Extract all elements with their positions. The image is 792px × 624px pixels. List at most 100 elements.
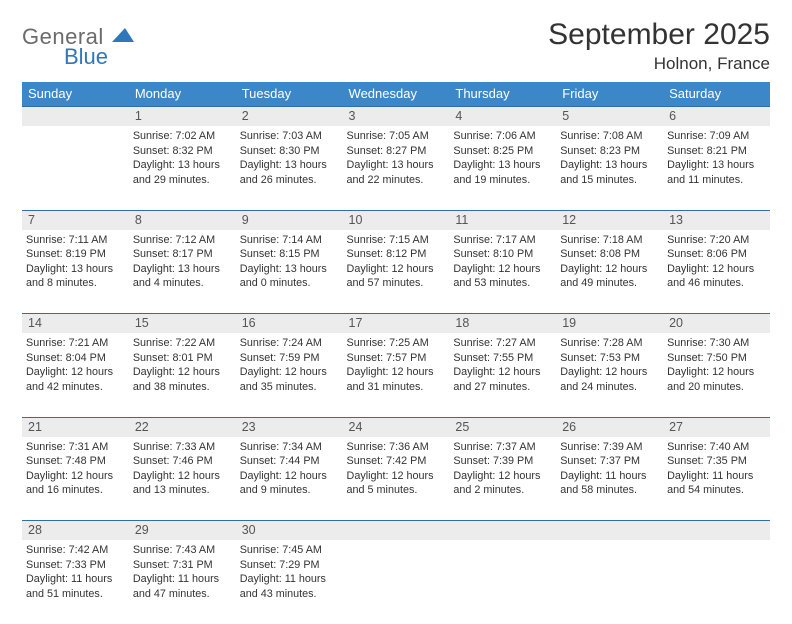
day-cell: Sunrise: 7:11 AMSunset: 8:19 PMDaylight:… [22,230,129,314]
day-line: Sunrise: 7:05 AM [347,129,446,144]
logo: General Blue [22,24,134,70]
day-number [449,521,556,541]
day-line: Sunrise: 7:37 AM [453,440,552,455]
day-line: Daylight: 12 hours [347,469,446,484]
day-line: Sunset: 8:12 PM [347,247,446,262]
day-line: and 20 minutes. [667,380,766,395]
daynum-row: 21222324252627 [22,417,770,437]
day-cell: Sunrise: 7:31 AMSunset: 7:48 PMDaylight:… [22,437,129,521]
day-line: Sunset: 7:29 PM [240,558,339,573]
day-cell: Sunrise: 7:05 AMSunset: 8:27 PMDaylight:… [343,126,450,210]
day-line: Sunset: 8:27 PM [347,144,446,159]
day-details: Sunrise: 7:42 AMSunset: 7:33 PMDaylight:… [26,543,125,601]
day-line: Daylight: 12 hours [667,365,766,380]
calendar-table: Sunday Monday Tuesday Wednesday Thursday… [22,82,770,624]
day-cell: Sunrise: 7:27 AMSunset: 7:55 PMDaylight:… [449,333,556,417]
day-line: Sunrise: 7:06 AM [453,129,552,144]
day-number: 22 [129,417,236,437]
day-line: Sunset: 7:55 PM [453,351,552,366]
day-cell [22,126,129,210]
day-cell: Sunrise: 7:08 AMSunset: 8:23 PMDaylight:… [556,126,663,210]
day-line: Sunset: 7:44 PM [240,454,339,469]
day-details: Sunrise: 7:25 AMSunset: 7:57 PMDaylight:… [347,336,446,394]
day-line: Sunset: 7:57 PM [347,351,446,366]
day-number: 29 [129,521,236,541]
day-line: and 19 minutes. [453,173,552,188]
week-row: Sunrise: 7:21 AMSunset: 8:04 PMDaylight:… [22,333,770,417]
day-line: Daylight: 12 hours [347,365,446,380]
day-line: Sunrise: 7:25 AM [347,336,446,351]
day-line: and 16 minutes. [26,483,125,498]
day-line: and 35 minutes. [240,380,339,395]
day-line: Sunset: 8:01 PM [133,351,232,366]
day-line: Daylight: 13 hours [133,158,232,173]
day-cell [343,540,450,624]
day-number: 20 [663,314,770,334]
day-line: Sunrise: 7:39 AM [560,440,659,455]
day-line: Sunset: 8:06 PM [667,247,766,262]
day-line: Sunset: 8:21 PM [667,144,766,159]
day-line: Daylight: 12 hours [453,469,552,484]
day-line: Sunset: 8:32 PM [133,144,232,159]
day-line: Daylight: 12 hours [347,262,446,277]
day-line: Sunrise: 7:11 AM [26,233,125,248]
day-line: Sunset: 8:25 PM [453,144,552,159]
day-line: Daylight: 13 hours [240,262,339,277]
day-line: Sunrise: 7:36 AM [347,440,446,455]
day-cell: Sunrise: 7:02 AMSunset: 8:32 PMDaylight:… [129,126,236,210]
day-details: Sunrise: 7:21 AMSunset: 8:04 PMDaylight:… [26,336,125,394]
day-details: Sunrise: 7:06 AMSunset: 8:25 PMDaylight:… [453,129,552,187]
day-cell: Sunrise: 7:33 AMSunset: 7:46 PMDaylight:… [129,437,236,521]
day-number: 15 [129,314,236,334]
day-line: Daylight: 12 hours [240,365,339,380]
day-details: Sunrise: 7:05 AMSunset: 8:27 PMDaylight:… [347,129,446,187]
col-thursday: Thursday [449,82,556,107]
day-line: Sunrise: 7:33 AM [133,440,232,455]
day-line: and 4 minutes. [133,276,232,291]
day-number: 21 [22,417,129,437]
day-cell: Sunrise: 7:37 AMSunset: 7:39 PMDaylight:… [449,437,556,521]
day-cell: Sunrise: 7:45 AMSunset: 7:29 PMDaylight:… [236,540,343,624]
month-title: September 2025 [548,18,770,52]
col-monday: Monday [129,82,236,107]
day-line: and 24 minutes. [560,380,659,395]
day-line: Sunset: 8:15 PM [240,247,339,262]
day-line: and 29 minutes. [133,173,232,188]
day-line: Daylight: 11 hours [667,469,766,484]
day-line: Sunrise: 7:03 AM [240,129,339,144]
day-number: 6 [663,107,770,127]
day-line: and 9 minutes. [240,483,339,498]
day-number: 4 [449,107,556,127]
day-line: Sunrise: 7:15 AM [347,233,446,248]
day-details: Sunrise: 7:28 AMSunset: 7:53 PMDaylight:… [560,336,659,394]
day-number: 13 [663,210,770,230]
day-details: Sunrise: 7:40 AMSunset: 7:35 PMDaylight:… [667,440,766,498]
day-number: 7 [22,210,129,230]
day-line: Sunrise: 7:34 AM [240,440,339,455]
day-line: Daylight: 12 hours [26,365,125,380]
day-line: Sunset: 7:37 PM [560,454,659,469]
day-number: 11 [449,210,556,230]
day-line: Daylight: 13 hours [133,262,232,277]
day-number: 17 [343,314,450,334]
day-number: 2 [236,107,343,127]
day-header-row: Sunday Monday Tuesday Wednesday Thursday… [22,82,770,107]
day-line: and 31 minutes. [347,380,446,395]
location: Holnon, France [548,54,770,74]
day-line: Sunset: 8:17 PM [133,247,232,262]
day-line: Sunrise: 7:09 AM [667,129,766,144]
day-details: Sunrise: 7:22 AMSunset: 8:01 PMDaylight:… [133,336,232,394]
day-line: Sunrise: 7:18 AM [560,233,659,248]
day-line: Daylight: 12 hours [240,469,339,484]
day-line: and 49 minutes. [560,276,659,291]
day-line: Sunset: 7:46 PM [133,454,232,469]
day-number [343,521,450,541]
day-cell [663,540,770,624]
col-tuesday: Tuesday [236,82,343,107]
day-cell: Sunrise: 7:42 AMSunset: 7:33 PMDaylight:… [22,540,129,624]
day-line: and 46 minutes. [667,276,766,291]
day-line: and 51 minutes. [26,587,125,602]
day-cell: Sunrise: 7:03 AMSunset: 8:30 PMDaylight:… [236,126,343,210]
day-line: Daylight: 12 hours [133,469,232,484]
title-block: September 2025 Holnon, France [548,18,770,74]
